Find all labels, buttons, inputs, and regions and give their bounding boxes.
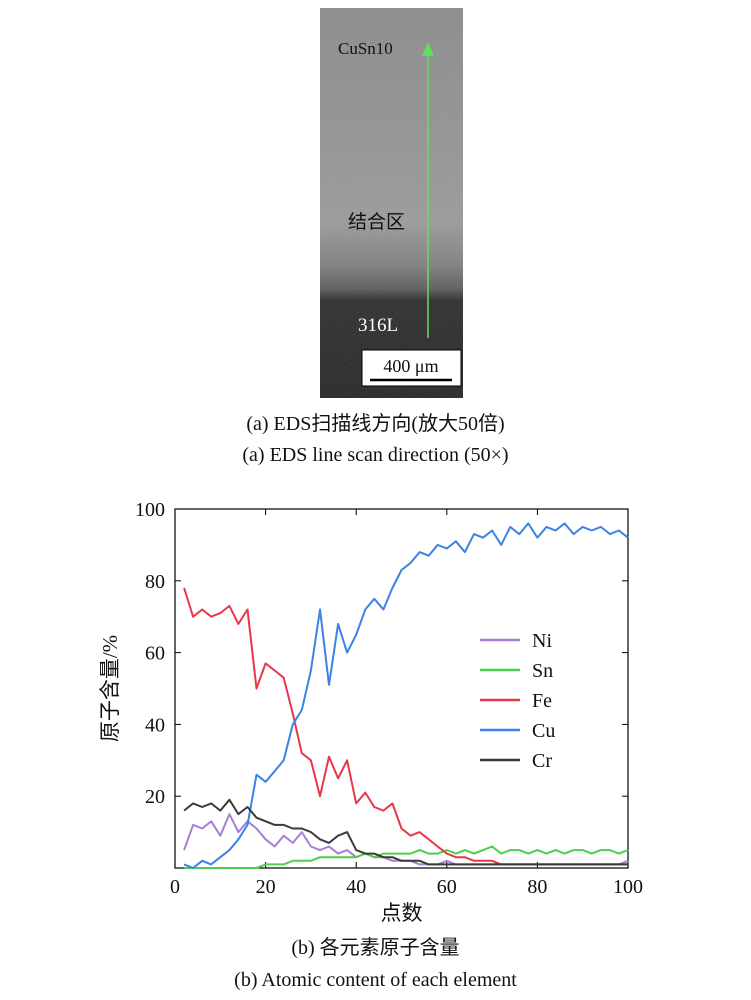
legend-label-fe: Fe — [532, 690, 552, 712]
scale-bar-label: 400 μm — [383, 356, 438, 376]
legend-label-sn: Sn — [532, 660, 553, 682]
legend-label-ni: Ni — [532, 630, 552, 652]
series-line-sn — [184, 845, 629, 869]
y-tick-label: 40 — [145, 714, 165, 736]
series-line-cu — [183, 522, 629, 869]
x-tick-label: 80 — [527, 876, 547, 898]
scan-arrow-head-icon — [422, 42, 434, 56]
label-316l: 316L — [358, 315, 398, 336]
plot-frame — [174, 508, 629, 869]
x-tick-label: 100 — [613, 876, 643, 898]
legend-label-cr: Cr — [532, 750, 552, 772]
caption-a-zh: (a) EDS扫描线方向(放大50倍) — [246, 413, 505, 435]
element-content-chart: 0 20 40 60 80 100 20 40 60 80 100 点数 原子含量/% Ni Sn Fe Cu C… — [0, 490, 751, 1000]
series-line-ni — [183, 813, 629, 866]
legend-label-cu: Cu — [532, 720, 555, 742]
y-tick-label: 100 — [135, 499, 165, 521]
label-bonding-zone: 结合区 — [348, 211, 405, 233]
series-line-cr — [183, 798, 628, 866]
x-axis-label: 点数 — [381, 901, 423, 925]
x-tick-label: 0 — [170, 876, 180, 898]
label-cusn10: CuSn10 — [338, 39, 393, 58]
x-tick-label: 40 — [346, 876, 366, 898]
caption-a-en: (a) EDS line scan direction (50×) — [242, 444, 509, 466]
y-tick-label: 80 — [145, 571, 165, 593]
caption-b-en: (b) Atomic content of each element — [234, 969, 517, 991]
sem-micrograph: CuSn10 结合区 316L 400 μm — [320, 8, 463, 398]
x-tick-label: 20 — [256, 876, 276, 898]
caption-b-zh: (b) 各元素原子含量 — [291, 937, 460, 959]
x-tick-label: 60 — [437, 876, 457, 898]
y-tick-label: 20 — [145, 786, 165, 808]
y-axis-label: 原子含量/% — [98, 635, 122, 742]
y-tick-label: 60 — [145, 643, 165, 665]
